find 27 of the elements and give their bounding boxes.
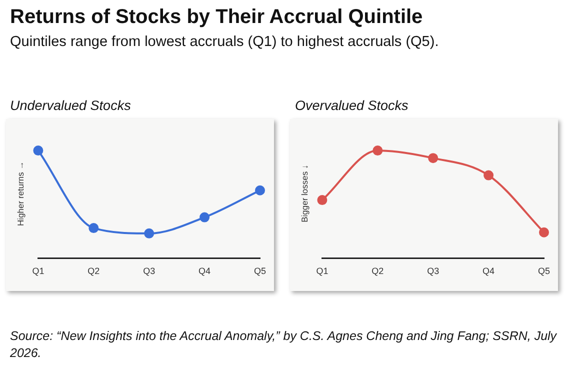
point <box>200 212 210 222</box>
point <box>484 170 494 180</box>
point <box>33 146 44 156</box>
point <box>144 228 154 238</box>
chart-title: Undervalued Stocks <box>10 98 131 113</box>
chart-title: Overvalued Stocks <box>295 98 408 113</box>
x-tick-label: Q2 <box>88 266 100 276</box>
point <box>254 185 265 196</box>
y-axis-title: Bigger losses ↓ <box>299 164 310 222</box>
text: Returns of Stocks by Their Accrual Quintile <box>10 6 423 29</box>
point <box>372 146 383 156</box>
text: Quintiles range from lowest accruals (Q1) to highest accruals (Q5). <box>10 34 439 50</box>
source-note: Source: “New Insights into the Accrual Anomaly,” by C.S. Agnes Cheng and Jing Fang; SSRN, July 2026. <box>10 328 558 362</box>
x-tick-label: Q4 <box>482 266 495 276</box>
x-tick-label: Q3 <box>427 266 440 276</box>
point <box>317 195 328 206</box>
point <box>538 227 549 238</box>
point <box>428 153 438 164</box>
point <box>88 223 99 234</box>
x-tick-label: Q1 <box>32 266 44 276</box>
x-tick-label: Q3 <box>143 266 156 276</box>
x-tick-label: Q5 <box>538 266 550 276</box>
x-tick-label: Q1 <box>316 266 328 276</box>
x-tick-label: Q4 <box>198 266 211 276</box>
y-axis-title: Higher returns → <box>15 161 26 226</box>
x-tick-label: Q2 <box>372 266 384 276</box>
x-tick-label: Q5 <box>254 266 266 276</box>
